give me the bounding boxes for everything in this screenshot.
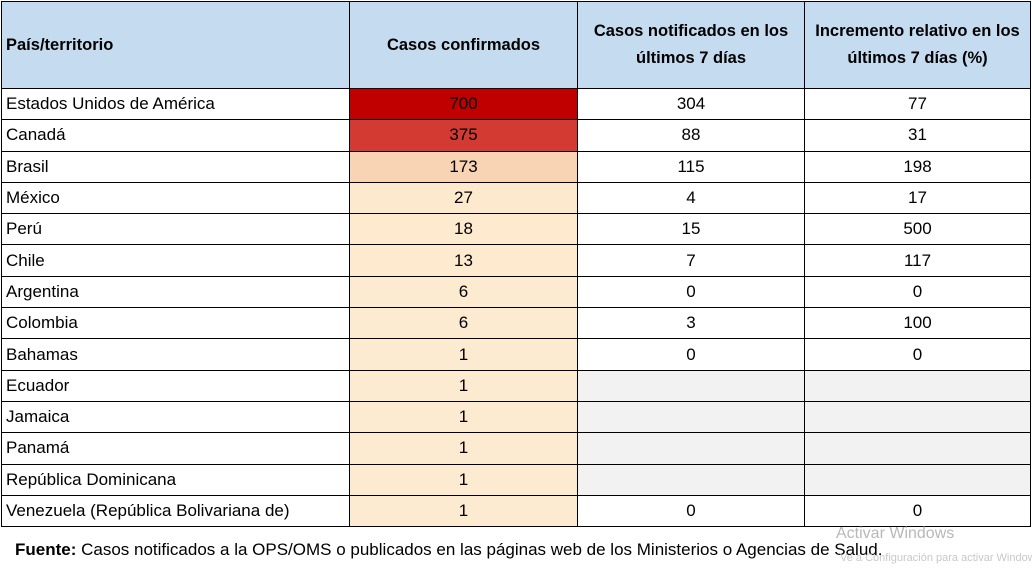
cell-last7: 4	[577, 181, 805, 215]
header-country: País/territorio	[1, 1, 350, 89]
cell-last7	[577, 400, 805, 434]
cell-confirmed: 1	[349, 494, 578, 528]
cell-last7: 304	[577, 87, 805, 121]
cell-last7: 115	[577, 150, 805, 183]
cell-increase	[804, 463, 1031, 496]
table-row: México 27 4 17	[1, 181, 1031, 215]
cell-country: Canadá	[1, 119, 350, 152]
cell-increase: 17	[804, 181, 1031, 215]
cell-country: México	[1, 181, 350, 215]
header-row: País/territorio Casos confirmados Casos …	[1, 1, 1031, 89]
table-body: Estados Unidos de América 700 304 77 Canadá 3…	[1, 87, 1031, 528]
cell-increase: 100	[804, 307, 1031, 340]
cell-last7	[577, 432, 805, 465]
table-row: Chile 13 7 117	[1, 244, 1031, 277]
cell-country: Perú	[1, 213, 350, 246]
header-increase: Incremento relativo en los últimos 7 día…	[804, 1, 1031, 89]
source-footer: Fuente: Casos notificados a la OPS/OMS o…	[15, 540, 882, 560]
table-row: Argentina 6 0 0	[1, 275, 1031, 309]
cell-increase: 117	[804, 244, 1031, 277]
cell-country: Chile	[1, 244, 350, 277]
table-row: Venezuela (República Bolivariana de) 1 0 0	[1, 494, 1031, 528]
cell-increase	[804, 432, 1031, 465]
cell-increase	[804, 400, 1031, 434]
cell-increase: 77	[804, 87, 1031, 121]
cell-last7: 0	[577, 338, 805, 371]
table-row: Colombia 6 3 100	[1, 307, 1031, 340]
table-row: Jamaica 1	[1, 400, 1031, 434]
cell-confirmed: 375	[349, 119, 578, 152]
cell-last7: 3	[577, 307, 805, 340]
cell-last7: 15	[577, 213, 805, 246]
cell-last7: 7	[577, 244, 805, 277]
table-row: Brasil 173 115 198	[1, 150, 1031, 183]
cell-increase: 0	[804, 494, 1031, 528]
footer-label: Fuente:	[15, 540, 77, 559]
cell-confirmed: 6	[349, 307, 578, 340]
cell-increase: 0	[804, 338, 1031, 371]
cell-last7: 0	[577, 494, 805, 528]
cell-increase	[804, 369, 1031, 402]
cell-last7: 88	[577, 119, 805, 152]
cell-last7: 0	[577, 275, 805, 309]
cell-confirmed: 1	[349, 369, 578, 402]
activation-watermark-title: Activar Windows	[836, 525, 955, 542]
cell-increase: 198	[804, 150, 1031, 183]
table-row: Perú 18 15 500	[1, 213, 1031, 246]
cell-increase: 0	[804, 275, 1031, 309]
cell-increase: 31	[804, 119, 1031, 152]
table-row: Panamá 1	[1, 432, 1031, 465]
cell-country: Ecuador	[1, 369, 350, 402]
cell-last7	[577, 463, 805, 496]
cell-confirmed: 18	[349, 213, 578, 246]
cell-confirmed: 27	[349, 181, 578, 215]
footer-text: Casos notificados a la OPS/OMS o publica…	[76, 540, 883, 559]
table-row: Estados Unidos de América 700 304 77	[1, 87, 1031, 121]
table-row: Bahamas 1 0 0	[1, 338, 1031, 371]
cell-country: Brasil	[1, 150, 350, 183]
table-row: República Dominicana 1	[1, 463, 1031, 496]
table-row: Canadá 375 88 31	[1, 119, 1031, 152]
cell-country: Argentina	[1, 275, 350, 309]
table-row: Ecuador 1	[1, 369, 1031, 402]
cell-increase: 500	[804, 213, 1031, 246]
cell-confirmed: 1	[349, 338, 578, 371]
cell-confirmed: 6	[349, 275, 578, 309]
cell-confirmed: 173	[349, 150, 578, 183]
cell-country: Venezuela (República Bolivariana de)	[1, 494, 350, 528]
cases-table: País/territorio Casos confirmados Casos …	[1, 1, 1031, 528]
cell-confirmed: 700	[349, 87, 578, 121]
cell-confirmed: 1	[349, 400, 578, 434]
cell-country: República Dominicana	[1, 463, 350, 496]
cell-country: Panamá	[1, 432, 350, 465]
activation-watermark-subtitle: Ve a Configuración para activar Windows.	[840, 552, 1032, 564]
cell-confirmed: 13	[349, 244, 578, 277]
cell-last7	[577, 369, 805, 402]
cell-country: Estados Unidos de América	[1, 87, 350, 121]
header-last7: Casos notificados en los últimos 7 días	[577, 1, 805, 89]
table-header: País/territorio Casos confirmados Casos …	[1, 1, 1031, 89]
header-confirmed: Casos confirmados	[349, 1, 578, 89]
cell-confirmed: 1	[349, 432, 578, 465]
cell-country: Colombia	[1, 307, 350, 340]
cell-confirmed: 1	[349, 463, 578, 496]
cell-country: Jamaica	[1, 400, 350, 434]
cell-country: Bahamas	[1, 338, 350, 371]
